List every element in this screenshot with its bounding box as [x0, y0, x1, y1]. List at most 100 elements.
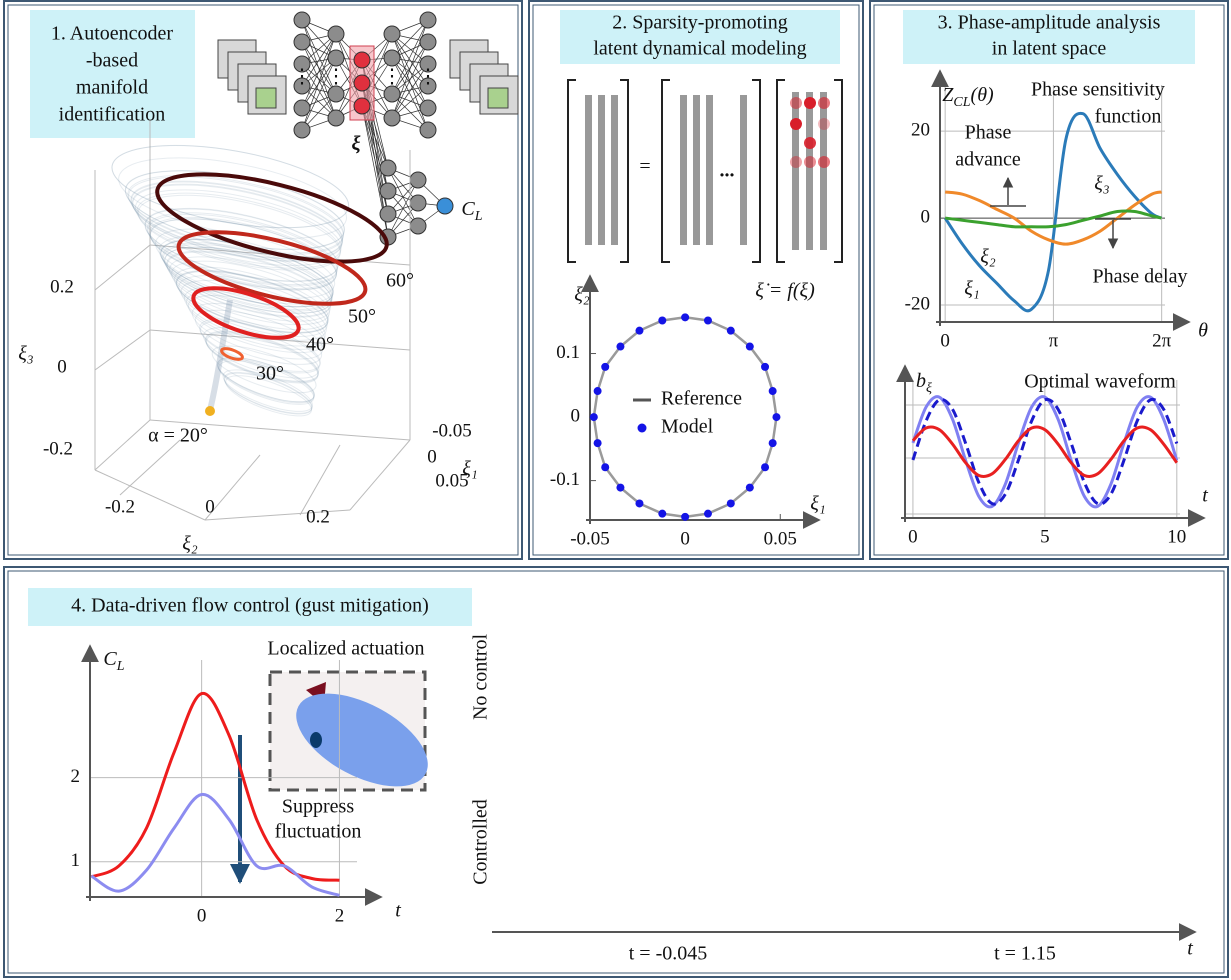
- axis-label: ξ₁: [462, 458, 478, 480]
- y-tick-label: 0: [921, 206, 931, 227]
- frame-border: [498, 604, 839, 751]
- vorticity: [995, 687, 1165, 755]
- network-node: [419, 55, 437, 73]
- network-node: [409, 194, 427, 212]
- x-tick-label: 0: [940, 330, 950, 351]
- network-node: [383, 109, 401, 127]
- trajectory: [137, 194, 341, 271]
- axis-box-line: [94, 329, 151, 371]
- vorticity: [587, 783, 867, 851]
- network-node: [327, 25, 345, 43]
- network-node: [379, 182, 397, 200]
- matrix-bar: [611, 95, 618, 245]
- coefficient: [790, 156, 802, 168]
- vorticity: [621, 865, 703, 905]
- legend-swatch: [637, 423, 647, 433]
- x-tick-label: 10: [1167, 526, 1186, 547]
- trajectory: [204, 330, 319, 382]
- airfoil: [935, 825, 1000, 882]
- trajectory: [149, 218, 337, 291]
- network-edge: [391, 19, 429, 59]
- series-line: [911, 425, 1179, 478]
- trajectory: [171, 260, 330, 326]
- network-edge: [301, 57, 337, 131]
- frame-border: [498, 768, 839, 915]
- panel-1: ⋮ ⋮ ⋮ ⋮: [94, 11, 519, 521]
- y-tick-label: 0: [571, 405, 581, 426]
- network-node: [409, 217, 427, 235]
- angle-label: 30°: [256, 363, 284, 385]
- trajectory: [222, 369, 313, 412]
- network-node: [293, 99, 311, 117]
- x-axis-label: θ: [1198, 320, 1208, 342]
- trajectory: [130, 181, 343, 260]
- model-point: [761, 362, 770, 371]
- trajectory: [169, 256, 331, 322]
- model-point: [768, 439, 777, 448]
- trajectory: [205, 331, 319, 383]
- chart-title: function: [1095, 106, 1162, 128]
- time-axis-label: t: [1187, 938, 1193, 960]
- axis-box-line: [349, 439, 411, 511]
- series-line: [944, 190, 1162, 246]
- coefficient: [790, 97, 802, 109]
- trajectory-tail: [207, 299, 233, 411]
- network-edge: [301, 33, 337, 109]
- x-axis-label: t: [395, 900, 401, 922]
- trajectory: [225, 375, 313, 417]
- label-part: C: [103, 648, 117, 670]
- trajectory: [224, 372, 313, 415]
- trajectory: [223, 371, 313, 414]
- network-edge: [391, 33, 429, 87]
- model-point: [681, 313, 690, 322]
- x-tick-label: -0.05: [570, 528, 610, 549]
- y-axis-label: ξ₂: [574, 284, 590, 306]
- network-edge: [301, 19, 337, 95]
- vorticity: [945, 783, 1225, 851]
- bracket: [752, 79, 761, 263]
- bracket: [620, 79, 629, 263]
- airfoil: [592, 807, 642, 881]
- trajectory: [132, 184, 343, 262]
- network-node: [293, 11, 311, 29]
- trajectory: [130, 180, 344, 259]
- equals-sign: =: [639, 156, 650, 178]
- trajectory: [217, 357, 315, 403]
- vorticity: [953, 779, 1013, 835]
- trajectory: [144, 207, 339, 282]
- network-node: [379, 159, 397, 177]
- model-point: [768, 387, 777, 396]
- panel-title: 3. Phase-amplitude analysis: [938, 12, 1161, 34]
- panel-border: [873, 4, 1225, 556]
- network-node: [353, 74, 371, 92]
- airfoil: [592, 643, 642, 717]
- series-line: [911, 395, 1179, 509]
- trajectory: [136, 192, 342, 269]
- matrix-bar: [598, 95, 605, 245]
- axis-box-line: [149, 329, 411, 351]
- label-part: ξ: [926, 381, 932, 396]
- panel-border: [3, 566, 1229, 978]
- panel-title: 4. Data-driven flow control (gust mitiga…: [71, 595, 429, 617]
- model-point: [593, 387, 602, 396]
- ellipsis-dots: ⋮: [292, 66, 312, 88]
- model-point: [703, 316, 712, 325]
- trajectory: [205, 333, 319, 384]
- vorticity: [855, 777, 975, 917]
- network-node: [383, 49, 401, 67]
- ellipsis-dots: ⋮: [382, 66, 402, 88]
- series-label: ξ₂: [980, 246, 996, 268]
- x-axis-label: ξ₁: [810, 493, 826, 515]
- x-tick-label: 0: [680, 528, 690, 549]
- vorticity: [505, 799, 585, 895]
- panel-2: [567, 79, 843, 263]
- axis-box-line: [299, 444, 341, 516]
- model-point: [745, 342, 754, 351]
- x-tick-label: 2: [335, 905, 345, 926]
- network-edge: [391, 33, 429, 109]
- vorticity: [855, 613, 975, 753]
- flow-bg: [855, 767, 1198, 916]
- matrix-bar: [740, 95, 747, 245]
